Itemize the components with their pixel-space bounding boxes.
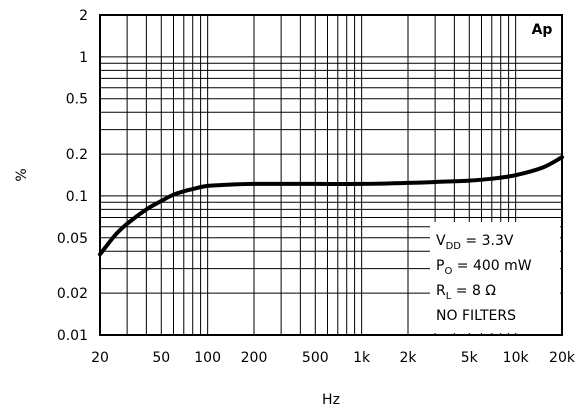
conditions-annotation: VDD = 3.3V PO = 400 mW RL = 8 Ω NO FILTERS — [436, 233, 532, 324]
y-tick-labels: 0.01 0.02 0.05 0.1 0.2 0.5 1 2 — [57, 8, 88, 344]
x-tick-label: 20 — [91, 350, 109, 366]
plot-area-frame — [99, 14, 563, 336]
x-tick-label: 100 — [194, 350, 221, 366]
condition-line: PO = 400 mW — [436, 258, 532, 277]
x-tick-label: 500 — [302, 350, 329, 366]
y-tick-label: 0.1 — [66, 189, 88, 205]
condition-line: RL = 8 Ω — [436, 283, 496, 302]
x-tick-label: 50 — [152, 350, 170, 366]
y-tick-label: 0.05 — [57, 231, 88, 247]
conditions-box — [430, 222, 560, 333]
y-tick-label: 0.2 — [66, 147, 88, 163]
ap-badge: Ap — [532, 22, 553, 38]
series-line — [98, 155, 564, 257]
y-tick-label: 0.02 — [57, 286, 88, 302]
condition-line: NO FILTERS — [436, 308, 516, 324]
x-axis-label: Hz — [322, 392, 340, 408]
y-tick-label: 0.01 — [57, 328, 88, 344]
condition-line: VDD = 3.3V — [436, 233, 514, 252]
x-tick-labels: 20 50 100 200 500 1k 2k 5k 10k 20k — [91, 350, 576, 366]
x-tick-label: 2k — [399, 350, 417, 366]
badge-box — [526, 18, 559, 40]
x-tick-label: 1k — [353, 350, 371, 366]
y-axis-label: % — [14, 168, 30, 181]
x-tick-label: 5k — [461, 350, 479, 366]
y-tick-label: 1 — [79, 50, 88, 66]
x-tick-label: 200 — [241, 350, 268, 366]
y-tick-label: 2 — [79, 8, 88, 24]
y-tick-label: 0.5 — [66, 92, 88, 108]
x-tick-label: 10k — [503, 350, 530, 366]
x-tick-label: 20k — [549, 350, 576, 366]
